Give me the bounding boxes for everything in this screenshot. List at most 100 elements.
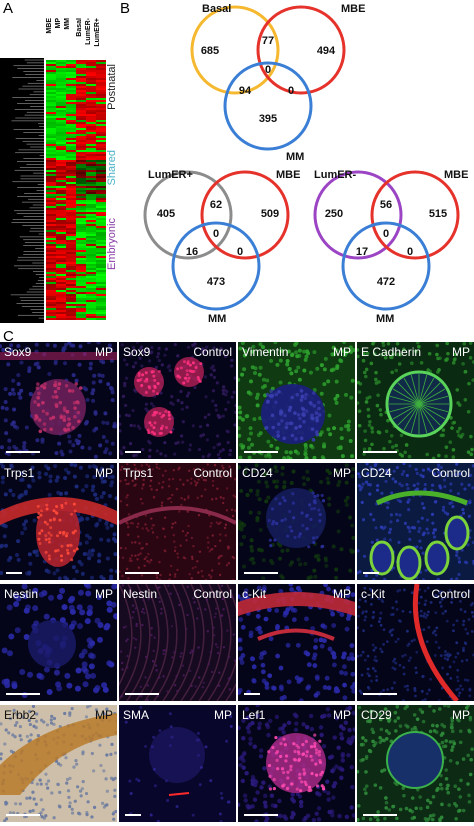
heatmap-cell — [96, 296, 106, 298]
heatmap-cell — [86, 232, 96, 234]
heatmap-cell — [56, 258, 66, 260]
heatmap-cell — [76, 154, 86, 156]
heatmap-cell — [76, 108, 86, 110]
heatmap-canvas — [0, 58, 106, 323]
heatmap-cell — [96, 176, 106, 178]
heatmap-cell — [76, 84, 86, 86]
venn-circle-mbe — [370, 170, 460, 260]
heatmap-cell — [66, 234, 76, 236]
heatmap-cell — [86, 110, 96, 112]
heatmap-cell — [56, 92, 66, 94]
heatmap-cell — [86, 208, 96, 210]
heatmap-cell — [86, 74, 96, 76]
micrograph-condition-label: Control — [193, 466, 232, 480]
heatmap-cell — [86, 290, 96, 292]
heatmap-cell — [66, 118, 76, 120]
heatmap-cell — [66, 208, 76, 210]
heatmap-cell — [56, 190, 66, 192]
heatmap-cell — [96, 124, 106, 126]
heatmap-cell — [56, 286, 66, 288]
heatmap-cell — [56, 162, 66, 164]
heatmap-cell — [96, 130, 106, 132]
heatmap-cell — [56, 218, 66, 220]
micrograph-image — [0, 705, 117, 822]
heatmap-cell — [76, 140, 86, 142]
micrograph-image — [238, 463, 355, 580]
heatmap-cell — [86, 152, 96, 154]
heatmap-cell — [76, 104, 86, 106]
heatmap-cell — [66, 212, 76, 214]
heatmap-cell — [56, 116, 66, 118]
venn-count: 405 — [157, 208, 175, 220]
heatmap-cell — [46, 228, 56, 230]
heatmap-cell — [66, 300, 76, 302]
heatmap-cell — [56, 174, 66, 176]
heatmap-cell — [96, 122, 106, 124]
heatmap-cell — [96, 306, 106, 308]
heatmap-cell — [96, 152, 106, 154]
heatmap-cell — [86, 248, 96, 250]
heatmap-cell — [96, 160, 106, 162]
heatmap-cell — [56, 310, 66, 312]
heatmap-cell — [66, 154, 76, 156]
micrograph-condition-label: MP — [95, 466, 113, 480]
micrograph-grid: Sox9 MP Sox9 Control Vimentin MP E Cadherin MP T… — [0, 342, 474, 826]
heatmap-cell — [86, 124, 96, 126]
heatmap-cell — [66, 126, 76, 128]
heatmap-cell — [86, 148, 96, 150]
heatmap-cell — [56, 266, 66, 268]
heatmap-cell — [86, 246, 96, 248]
heatmap-cell — [56, 302, 66, 304]
micrograph-condition-label: Control — [431, 466, 470, 480]
heatmap-cell — [46, 144, 56, 146]
heatmap-cell — [56, 66, 66, 68]
heatmap-cell — [56, 234, 66, 236]
heatmap-cell — [76, 234, 86, 236]
heatmap-cell — [66, 256, 76, 258]
heatmap-cell — [66, 238, 76, 240]
heatmap-cell — [46, 70, 56, 72]
heatmap-cell — [46, 184, 56, 186]
heatmap-cell — [76, 202, 86, 204]
heatmap-cell — [66, 130, 76, 132]
heatmap-cell — [46, 204, 56, 206]
heatmap-cell — [56, 176, 66, 178]
heatmap-cell — [46, 214, 56, 216]
heatmap-cell — [86, 186, 96, 188]
panel-label-a: A — [3, 0, 14, 17]
heatmap-cell — [76, 96, 86, 98]
heatmap-cell — [66, 114, 76, 116]
micrograph-tile: Erbb2 MP — [0, 705, 117, 822]
venn-lumerminus-mbe-mm: LumER- MBE MM 250 515 56 0 17 0 472 — [313, 169, 468, 325]
heatmap-cell — [66, 194, 76, 196]
heatmap-cell — [76, 66, 86, 68]
heatmap-cell — [46, 234, 56, 236]
heatmap-cell — [46, 138, 56, 140]
heatmap-cell — [56, 224, 66, 226]
venn-circle-basal — [190, 5, 280, 95]
heatmap-cell — [96, 136, 106, 138]
heatmap-cell — [76, 158, 86, 160]
heatmap-cell — [66, 144, 76, 146]
heatmap-cell — [46, 176, 56, 178]
heatmap-cell — [66, 236, 76, 238]
heatmap-cell — [96, 190, 106, 192]
heatmap-cell — [66, 242, 76, 244]
heatmap-cell — [76, 146, 86, 148]
heatmap-cell — [56, 114, 66, 116]
heatmap-cell — [46, 90, 56, 92]
heatmap-cell — [66, 278, 76, 280]
heatmap-cell — [76, 238, 86, 240]
venn-circle-mm — [223, 61, 313, 151]
heatmap-cell — [96, 206, 106, 208]
heatmap-cell — [46, 246, 56, 248]
heatmap-cell — [46, 278, 56, 280]
heatmap-cell — [66, 230, 76, 232]
heatmap-col-label: MBE — [46, 18, 53, 34]
heatmap-cell — [86, 230, 96, 232]
micrograph-condition-label: MP — [333, 466, 351, 480]
heatmap-cell — [66, 184, 76, 186]
heatmap-cell — [66, 260, 76, 262]
micrograph-marker-label: Lef1 — [242, 708, 266, 722]
heatmap-cell — [66, 246, 76, 248]
